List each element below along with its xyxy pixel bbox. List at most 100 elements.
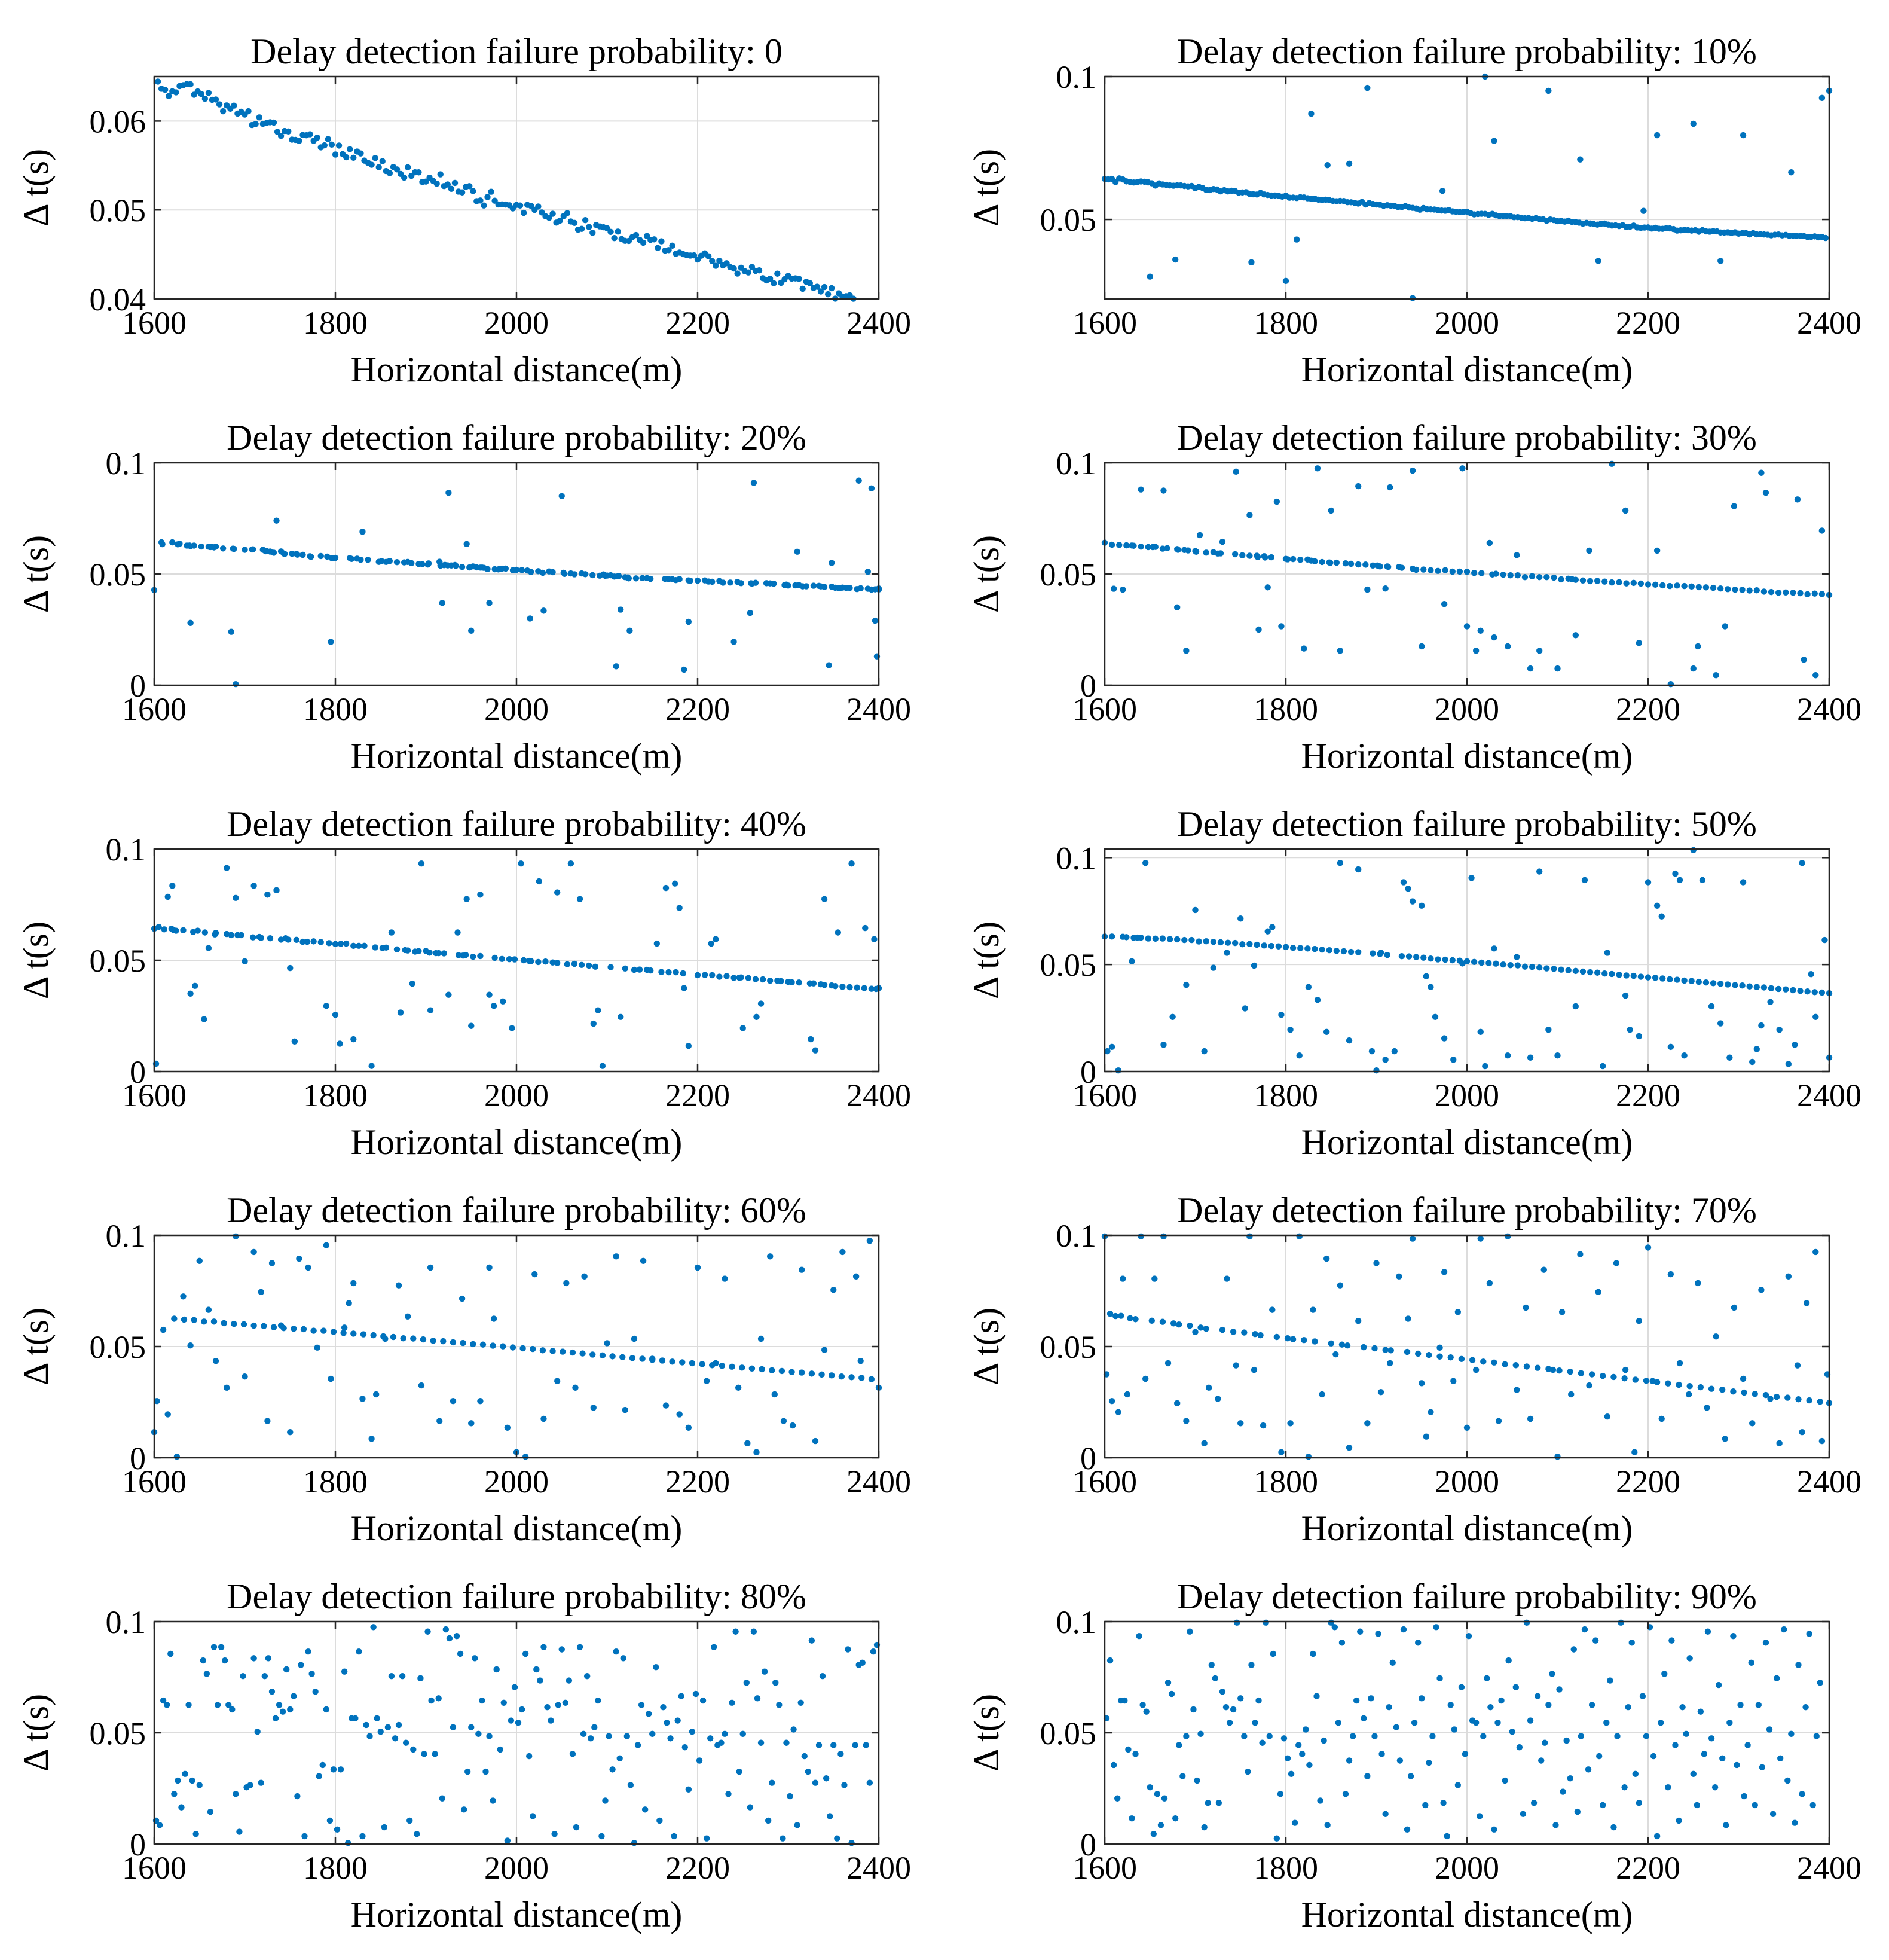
data-point bbox=[866, 1238, 873, 1244]
data-point bbox=[713, 1360, 719, 1367]
scatter-series bbox=[1101, 847, 1833, 1074]
data-point bbox=[699, 1697, 707, 1704]
data-point bbox=[689, 1728, 696, 1735]
data-point bbox=[1719, 1755, 1726, 1761]
data-point bbox=[1552, 1822, 1559, 1828]
data-point bbox=[723, 260, 730, 267]
data-point bbox=[707, 1735, 714, 1742]
data-point bbox=[1142, 860, 1149, 866]
data-point bbox=[1627, 1027, 1633, 1033]
data-point bbox=[540, 1644, 547, 1650]
data-point bbox=[744, 1440, 751, 1447]
data-point bbox=[739, 1730, 746, 1738]
data-point bbox=[837, 1751, 844, 1757]
data-point bbox=[1674, 976, 1680, 983]
data-point bbox=[1205, 1799, 1211, 1806]
data-point bbox=[198, 91, 204, 97]
data-point bbox=[1581, 877, 1588, 884]
data-point bbox=[1543, 574, 1550, 581]
y-tick-label: 0.05 bbox=[1040, 1715, 1097, 1751]
data-point bbox=[445, 991, 452, 998]
data-point bbox=[294, 551, 301, 558]
data-point bbox=[1463, 623, 1471, 630]
data-point bbox=[379, 158, 386, 164]
data-point bbox=[1154, 1791, 1161, 1797]
data-point bbox=[1507, 962, 1514, 969]
panel-4: Delay detection failure probability: 30%… bbox=[967, 418, 1862, 776]
data-point bbox=[1301, 1337, 1307, 1344]
data-point bbox=[1201, 1824, 1208, 1831]
data-point bbox=[1734, 1761, 1740, 1769]
data-point bbox=[1523, 1363, 1530, 1370]
x-tick-label: 2400 bbox=[1797, 1077, 1862, 1113]
data-point bbox=[1426, 1351, 1432, 1358]
data-point bbox=[1248, 259, 1255, 265]
data-point bbox=[323, 1242, 330, 1248]
data-point bbox=[1749, 1420, 1756, 1427]
y-axis-label: Δ t(s) bbox=[16, 149, 56, 227]
data-point bbox=[400, 1335, 406, 1342]
y-tick-label: 0.06 bbox=[90, 103, 146, 139]
data-point bbox=[1468, 875, 1475, 881]
data-point bbox=[1600, 1802, 1606, 1809]
data-point bbox=[432, 1751, 438, 1757]
data-point bbox=[549, 959, 556, 966]
data-point bbox=[409, 980, 415, 987]
data-point bbox=[1809, 1802, 1816, 1809]
data-point bbox=[1420, 566, 1427, 573]
x-tick-label: 2400 bbox=[846, 691, 911, 727]
data-point bbox=[799, 1266, 805, 1273]
data-point bbox=[619, 1354, 626, 1361]
data-point bbox=[1604, 950, 1611, 956]
data-point bbox=[1600, 1372, 1606, 1379]
data-point bbox=[754, 1695, 761, 1702]
data-point bbox=[528, 569, 534, 575]
data-point bbox=[1822, 234, 1829, 242]
data-point bbox=[1643, 1378, 1650, 1384]
data-point bbox=[745, 975, 752, 981]
data-point bbox=[1275, 943, 1282, 950]
data-point bbox=[1748, 1659, 1754, 1666]
data-point bbox=[509, 1344, 516, 1351]
data-point bbox=[468, 1420, 475, 1427]
data-point bbox=[464, 1768, 471, 1775]
data-point bbox=[522, 1453, 529, 1460]
data-point bbox=[1428, 567, 1434, 573]
data-point bbox=[1260, 1422, 1267, 1429]
data-point bbox=[1203, 938, 1209, 945]
data-point bbox=[1168, 1690, 1175, 1698]
data-point bbox=[1753, 587, 1760, 594]
data-point bbox=[1404, 1348, 1411, 1355]
data-point bbox=[1588, 1371, 1595, 1378]
data-point bbox=[738, 974, 744, 981]
data-point bbox=[1245, 1768, 1251, 1775]
data-point bbox=[1187, 1322, 1193, 1329]
data-point bbox=[685, 1043, 692, 1049]
data-point bbox=[450, 1397, 457, 1405]
data-point bbox=[1730, 1388, 1737, 1395]
panel-title: Delay detection failure probability: 70% bbox=[1177, 1190, 1757, 1230]
data-point bbox=[1304, 945, 1311, 952]
data-point bbox=[1817, 1399, 1824, 1405]
data-point bbox=[1527, 1415, 1534, 1422]
data-point bbox=[1454, 1309, 1462, 1315]
data-point bbox=[1799, 1791, 1805, 1797]
data-point bbox=[1536, 574, 1543, 581]
data-point bbox=[225, 1702, 232, 1708]
data-point bbox=[528, 958, 534, 964]
data-point bbox=[643, 233, 650, 239]
data-point bbox=[846, 585, 853, 591]
data-point bbox=[214, 1702, 221, 1708]
data-point bbox=[1726, 1054, 1733, 1061]
data-point bbox=[1623, 972, 1630, 979]
data-point bbox=[1504, 1233, 1511, 1240]
data-point bbox=[1289, 945, 1297, 951]
data-point bbox=[372, 1391, 380, 1398]
data-point bbox=[267, 935, 274, 942]
data-point bbox=[857, 585, 864, 591]
data-point bbox=[359, 1833, 366, 1840]
data-point bbox=[405, 164, 411, 170]
data-point bbox=[1373, 1260, 1380, 1266]
data-point bbox=[1776, 1027, 1783, 1033]
data-point bbox=[1192, 1329, 1199, 1336]
